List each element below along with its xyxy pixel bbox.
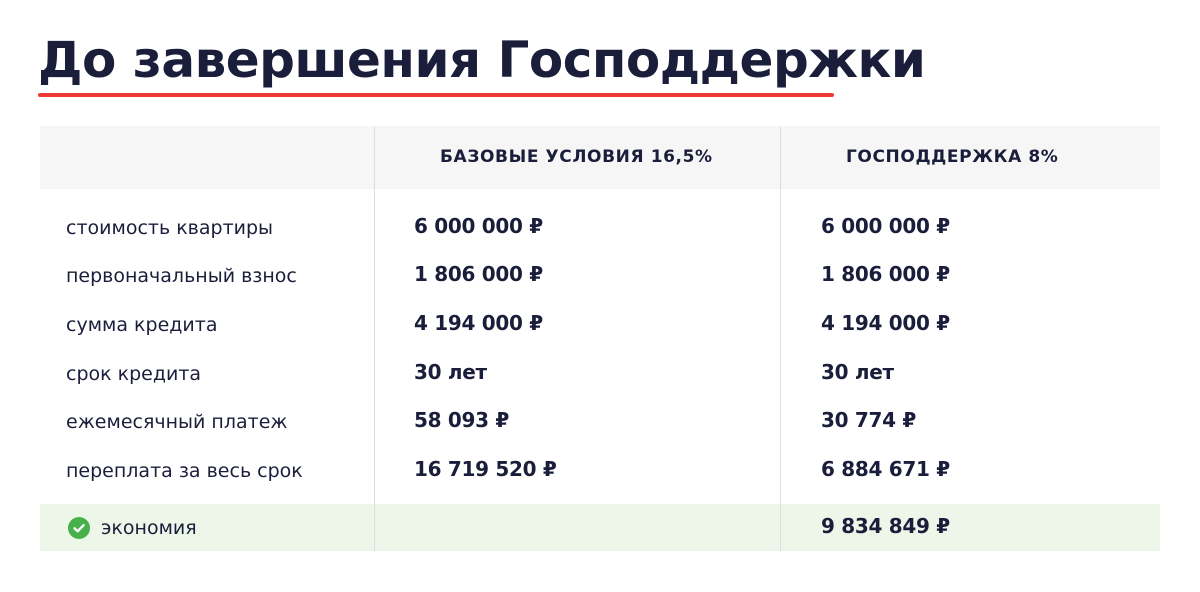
column-divider: [374, 126, 375, 551]
comparison-table: БАЗОВЫЕ УСЛОВИЯ 16,5% ГОСПОДДЕРЖКА 8% ст…: [40, 126, 1160, 551]
support-value: 6 884 671 ₽: [821, 457, 950, 481]
row-label: стоимость квартиры: [66, 217, 274, 239]
page-title: До завершения Господдержки: [38, 31, 926, 89]
base-value: 6 000 000 ₽: [414, 214, 543, 238]
support-value: 6 000 000 ₽: [821, 214, 950, 238]
row-label: ежемесячный платеж: [66, 411, 288, 433]
table-header-row: БАЗОВЫЕ УСЛОВИЯ 16,5% ГОСПОДДЕРЖКА 8%: [40, 126, 1160, 189]
table-row: сумма кредита 4 194 000 ₽ 4 194 000 ₽: [40, 301, 1160, 349]
base-value: 1 806 000 ₽: [414, 262, 543, 286]
savings-label: экономия: [101, 517, 197, 539]
support-value: 30 лет: [821, 360, 894, 384]
header-state-support: ГОСПОДДЕРЖКА 8%: [846, 147, 1059, 167]
base-value: 58 093 ₽: [414, 408, 510, 432]
base-value: 30 лет: [414, 360, 487, 384]
check-circle-icon: [68, 517, 90, 539]
table-row: ежемесячный платеж 58 093 ₽ 30 774 ₽: [40, 398, 1160, 446]
savings-row: экономия 9 834 849 ₽: [40, 504, 1160, 551]
row-label: первоначальный взнос: [66, 265, 297, 287]
header-base-conditions: БАЗОВЫЕ УСЛОВИЯ 16,5%: [440, 147, 713, 167]
table-row: переплата за весь срок 16 719 520 ₽ 6 88…: [40, 447, 1160, 495]
row-label: срок кредита: [66, 363, 202, 385]
support-value: 4 194 000 ₽: [821, 311, 950, 335]
support-value: 1 806 000 ₽: [821, 262, 950, 286]
title-underline: [38, 93, 834, 97]
savings-value: 9 834 849 ₽: [821, 514, 950, 538]
table-row: стоимость квартиры 6 000 000 ₽ 6 000 000…: [40, 204, 1160, 252]
support-value: 30 774 ₽: [821, 408, 917, 432]
base-value: 4 194 000 ₽: [414, 311, 543, 335]
base-value: 16 719 520 ₽: [414, 457, 557, 481]
row-label: переплата за весь срок: [66, 460, 303, 482]
table-row: первоначальный взнос 1 806 000 ₽ 1 806 0…: [40, 252, 1160, 300]
row-label: сумма кредита: [66, 314, 218, 336]
column-divider: [780, 126, 781, 551]
table-row: срок кредита 30 лет 30 лет: [40, 350, 1160, 398]
